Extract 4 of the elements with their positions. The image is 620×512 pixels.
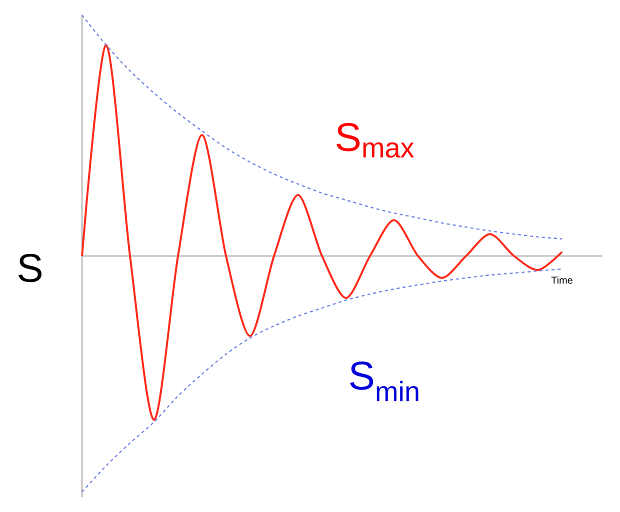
annotation: S$_{max}$ [336,122,414,158]
x-axis-title: Time [551,276,572,284]
annotation: S$_{min}$ [350,361,418,402]
y-axis-title: S [18,254,42,282]
